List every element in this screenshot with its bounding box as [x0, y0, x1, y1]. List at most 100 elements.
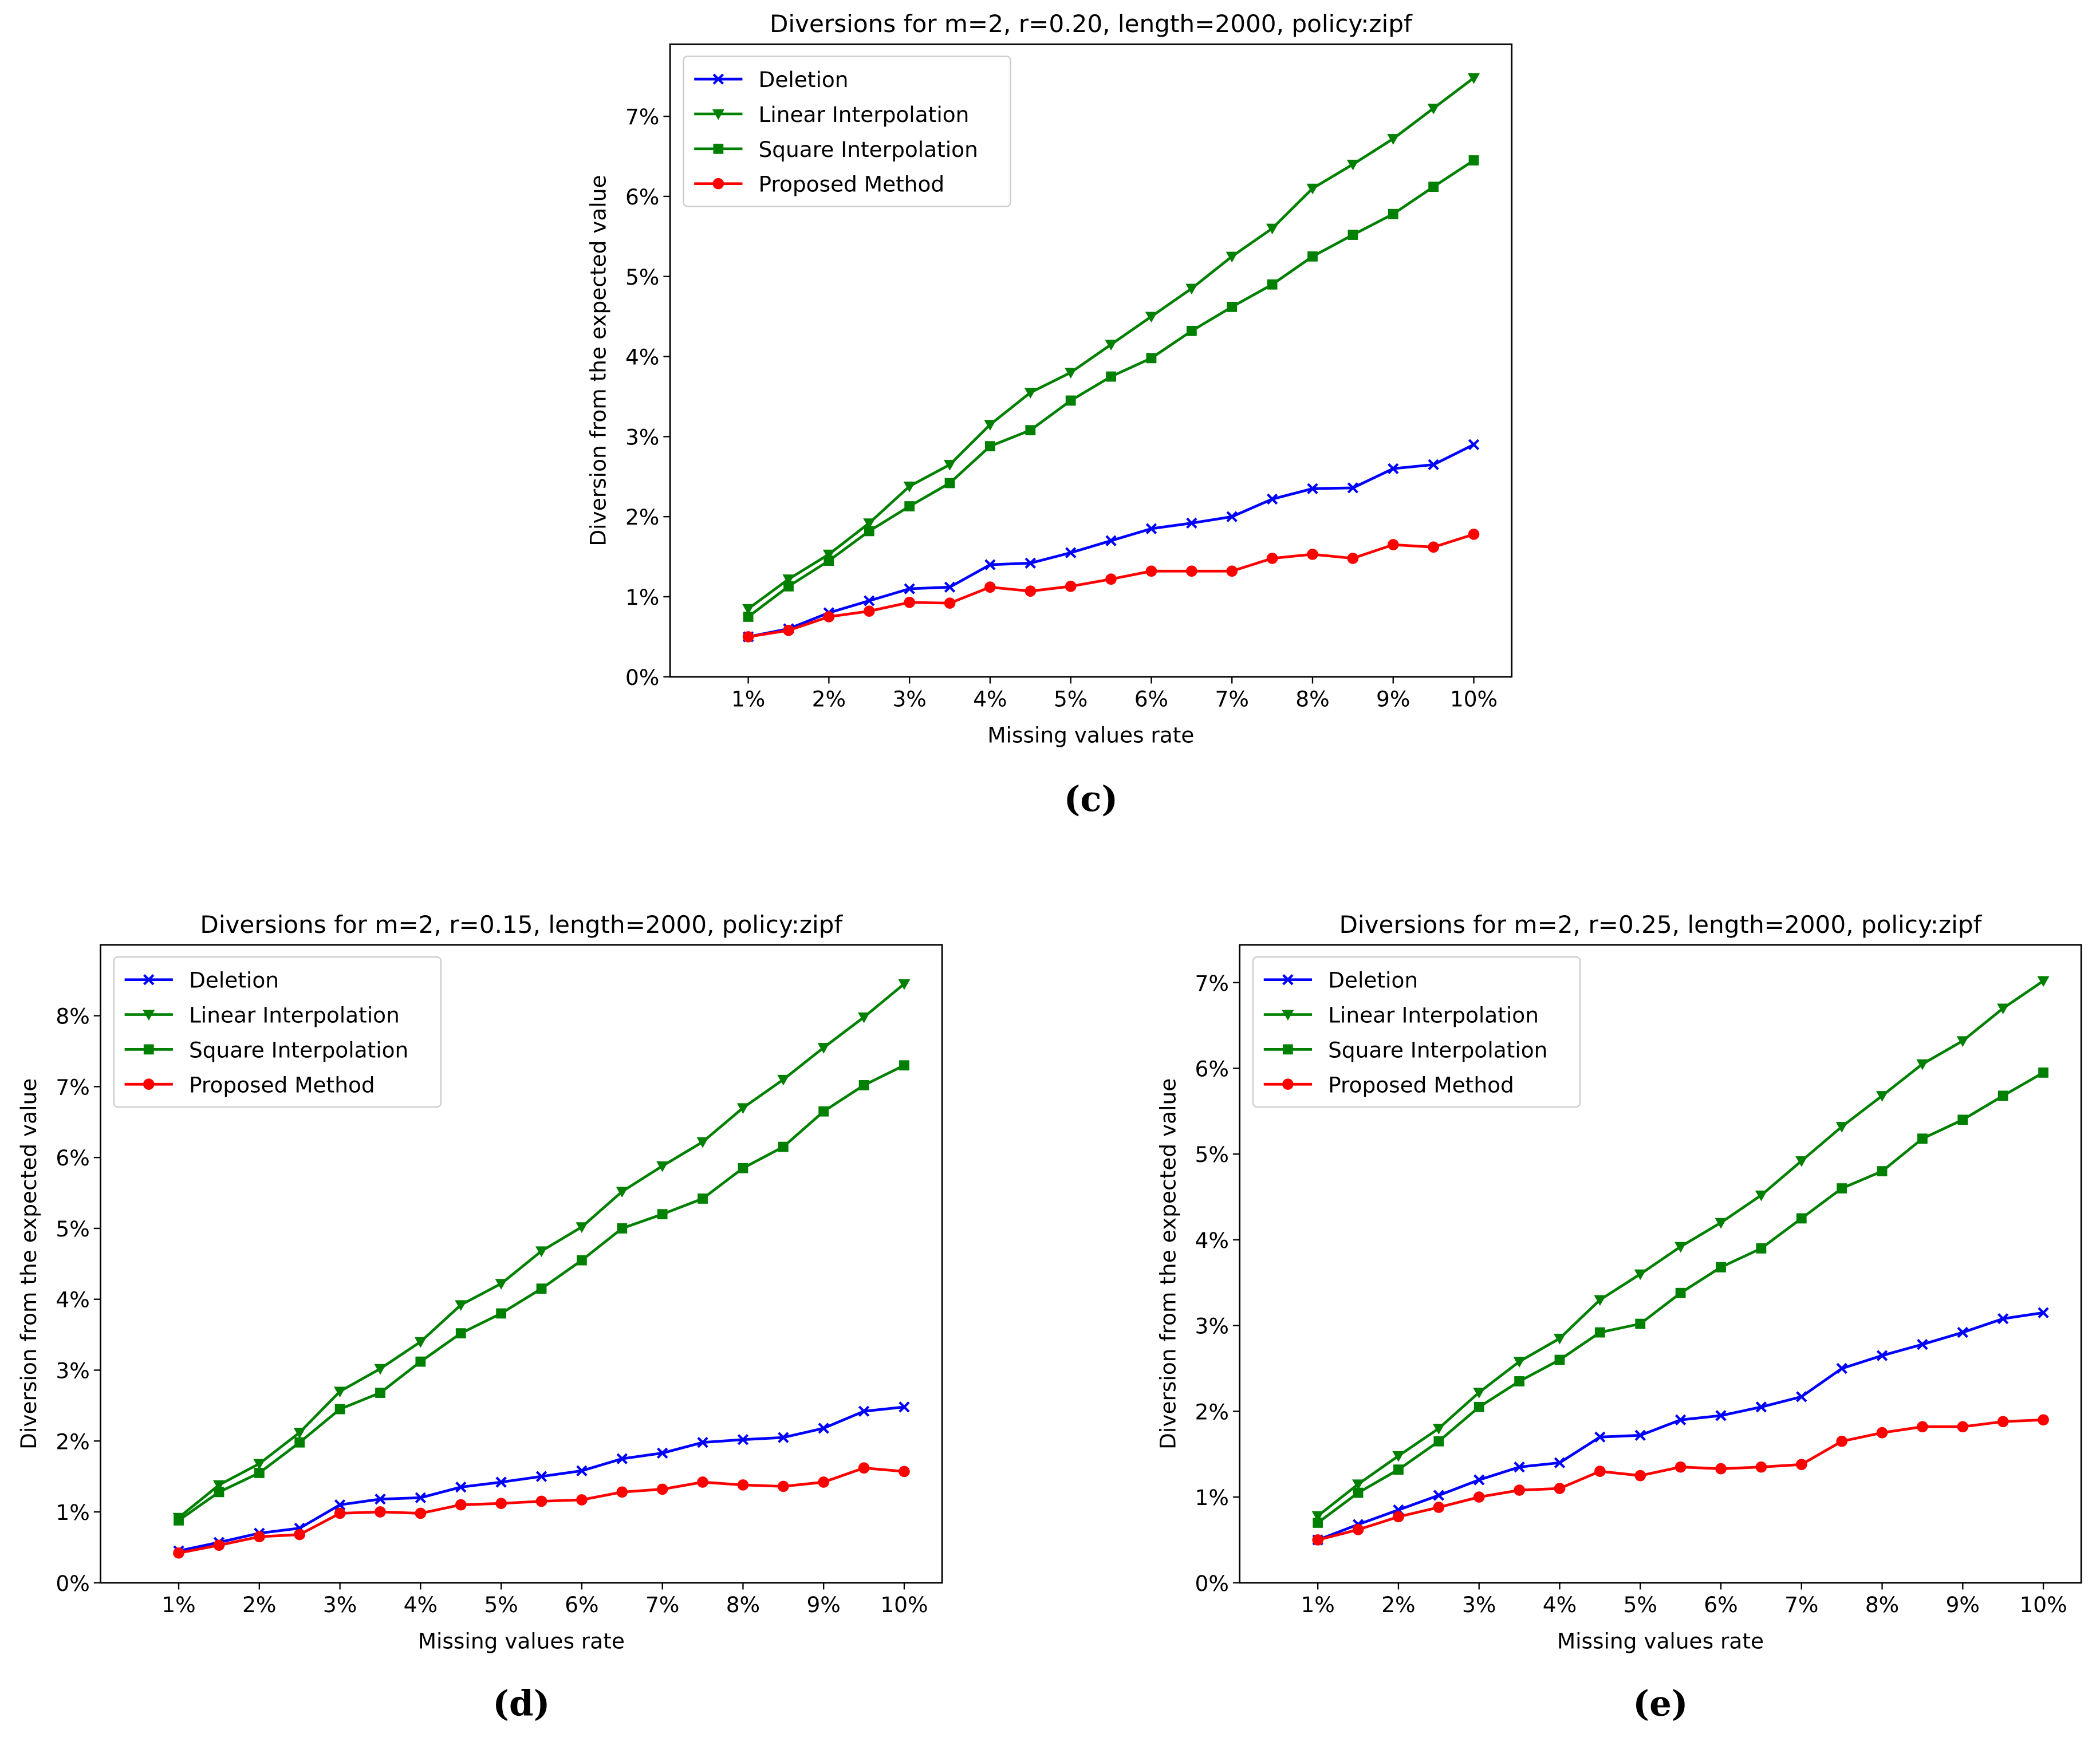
marker — [1634, 1470, 1646, 1482]
marker — [1796, 1213, 1807, 1224]
marker — [2038, 1414, 2049, 1426]
y-tick-label: 5% — [625, 265, 659, 290]
marker — [944, 478, 955, 489]
marker — [1554, 1457, 1566, 1468]
marker — [1916, 1059, 1929, 1070]
marker — [1795, 1459, 1807, 1470]
x-axis-label: Missing values rate — [1557, 1628, 1764, 1653]
marker — [1473, 1388, 1486, 1399]
x-tick-label: 1% — [731, 686, 765, 711]
marker-stroke — [1468, 439, 1480, 451]
legend: Deletion Linear Interpolation Square Inter… — [1252, 956, 1581, 1108]
marker — [858, 1405, 870, 1417]
legend-marker — [143, 974, 155, 986]
legend-marker — [713, 143, 724, 154]
series-line — [178, 1466, 905, 1555]
x-axis-label: Missing values rate — [418, 1628, 625, 1653]
marker — [1957, 1421, 1969, 1433]
marker — [1997, 1313, 2009, 1325]
marker-stroke — [1226, 511, 1238, 522]
marker — [455, 1328, 466, 1338]
y-tick-label: 0% — [1195, 1571, 1229, 1596]
marker — [1146, 353, 1157, 364]
marker — [1594, 1431, 1606, 1443]
x-tick-label: 6% — [1134, 686, 1168, 711]
marker-stroke — [495, 1476, 507, 1488]
y-tick-label: 1% — [56, 1500, 89, 1525]
marker — [616, 1486, 628, 1498]
marker — [1065, 395, 1076, 406]
marker — [253, 1531, 265, 1543]
marker — [374, 1364, 387, 1375]
marker — [1594, 1295, 1606, 1306]
x-tick-label: 7% — [1215, 686, 1249, 711]
x-tick-label: 5% — [1054, 686, 1088, 711]
marker — [984, 581, 996, 593]
marker — [1634, 1429, 1646, 1441]
marker — [1145, 523, 1157, 534]
marker-stroke — [1025, 557, 1036, 569]
plot-frame — [669, 43, 1513, 678]
marker — [985, 441, 995, 452]
marker — [455, 1499, 467, 1511]
y-tick-label: 3% — [56, 1358, 89, 1384]
marker-stroke — [1675, 1414, 1687, 1425]
chart-title: Diversions for m=2, r=0.20, length=2000,… — [770, 10, 1413, 38]
y-tick-label: 7% — [1195, 971, 1229, 996]
marker-stroke — [1634, 1429, 1646, 1441]
marker-stroke — [1433, 1490, 1445, 1501]
marker — [1554, 1483, 1566, 1494]
y-tick-label: 2% — [1195, 1399, 1229, 1424]
marker — [1755, 1461, 1767, 1473]
marker — [415, 1507, 427, 1519]
marker — [455, 1300, 467, 1311]
marker — [1065, 368, 1077, 379]
marker — [944, 597, 956, 609]
marker — [415, 1356, 426, 1367]
y-tick-label: 3% — [1195, 1314, 1229, 1339]
marker — [864, 526, 874, 537]
marker-stroke — [415, 1492, 427, 1503]
legend-marker — [712, 73, 724, 85]
marker — [743, 612, 754, 622]
legend-marker — [1282, 1078, 1294, 1090]
marker — [253, 1459, 266, 1470]
caption: (c) — [1064, 779, 1118, 820]
series-line — [747, 159, 1475, 618]
marker — [899, 1466, 910, 1478]
marker — [576, 1222, 588, 1233]
marker — [375, 1388, 385, 1398]
marker — [737, 1479, 749, 1491]
legend-box — [113, 956, 442, 1108]
marker — [415, 1492, 427, 1503]
marker — [1997, 1090, 2008, 1101]
y-tick-label: 3% — [625, 424, 659, 450]
marker-stroke — [1715, 1410, 1727, 1421]
marker — [1313, 1518, 1323, 1528]
marker — [495, 1279, 507, 1290]
marker-stroke — [904, 583, 915, 594]
legend-label: Deletion — [759, 67, 849, 92]
marker — [1756, 1243, 1767, 1254]
x-tick-label: 4% — [404, 1592, 438, 1617]
marker — [1428, 459, 1439, 470]
chart: Diversions for m=2, r=0.15, length=2000,… — [16, 911, 943, 1724]
legend-label: Proposed Method — [1328, 1072, 1514, 1097]
marker — [293, 1428, 306, 1439]
marker — [1145, 312, 1157, 323]
marker — [1393, 1511, 1404, 1523]
marker — [414, 1337, 427, 1348]
marker — [1513, 1357, 1526, 1368]
marker-stroke — [737, 1434, 749, 1445]
x-tick-label: 5% — [1624, 1592, 1657, 1617]
x-tick-label: 3% — [892, 686, 926, 711]
y-axis-label: Diversion from the expected value — [1155, 1078, 1180, 1449]
marker — [1388, 463, 1399, 474]
chart: Diversions for m=2, r=0.25, length=2000,… — [1155, 911, 2082, 1724]
marker-stroke — [1282, 974, 1294, 986]
marker-stroke — [1388, 463, 1399, 474]
y-tick-label: 0% — [625, 665, 659, 690]
y-tick-label: 6% — [1195, 1056, 1229, 1081]
